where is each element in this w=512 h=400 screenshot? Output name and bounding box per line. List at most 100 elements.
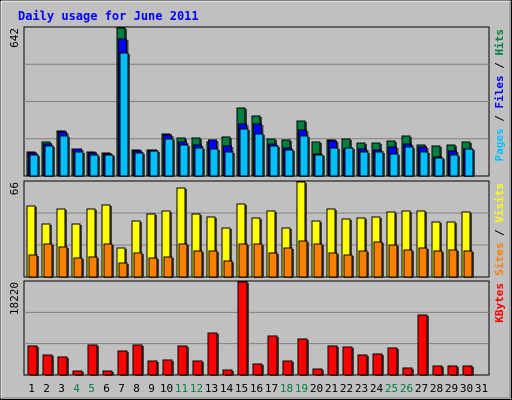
bar-pages-day-12 xyxy=(194,147,205,177)
bar-kbytes-day-2-fill xyxy=(42,354,53,376)
bar-pages-day-27-fill xyxy=(419,151,429,177)
bar-pages-day-24 xyxy=(374,151,385,177)
bar-sites-day-16 xyxy=(253,243,264,278)
bar-kbytes-day-27-fill xyxy=(417,314,428,376)
bar-pages-day-17-fill xyxy=(269,145,279,177)
bar-pages-day-10-fill xyxy=(164,138,174,177)
panel-visits-max-label: 66 xyxy=(8,182,21,195)
bar-kbytes-day-30-fill xyxy=(462,365,473,376)
x-tick-label-day-17: 17 xyxy=(265,382,278,395)
bar-sites-day-24 xyxy=(373,241,384,278)
bar-pages-day-30-fill xyxy=(464,148,474,177)
bar-sites-day-14 xyxy=(223,260,234,278)
x-tick-label-day-27: 27 xyxy=(415,382,428,395)
bar-sites-day-14-fill xyxy=(223,260,233,278)
chart-panels: 642 Pages / Files / Hits 66 Sites / Visits 1… xyxy=(8,26,506,376)
x-tick-label-day-11: 11 xyxy=(175,382,188,395)
bar-sites-day-2 xyxy=(43,243,54,278)
bar-pages-day-7 xyxy=(119,52,130,177)
x-tick-label-day-28: 28 xyxy=(430,382,443,395)
bar-sites-day-13 xyxy=(208,250,219,278)
bar-sites-day-9-fill xyxy=(148,257,158,278)
bar-sites-day-18-fill xyxy=(283,247,293,278)
bar-pages-day-24-fill xyxy=(374,151,384,177)
bar-pages-day-18-fill xyxy=(284,149,294,177)
panel-kbytes-max-label: 18220 xyxy=(8,282,21,315)
bar-sites-day-17-fill xyxy=(268,252,278,278)
bar-pages-day-16 xyxy=(254,133,265,177)
panel-visits: 66 Sites / Visits xyxy=(8,180,506,278)
bar-pages-day-6-fill xyxy=(104,154,114,177)
bar-sites-day-12-fill xyxy=(193,250,203,278)
bar-kbytes-day-18 xyxy=(282,360,294,376)
bar-kbytes-day-5 xyxy=(87,344,99,376)
bar-pages-day-5-fill xyxy=(89,154,99,177)
bar-sites-day-6-fill xyxy=(103,243,113,278)
bar-kbytes-day-23-fill xyxy=(357,354,368,376)
bar-pages-day-4 xyxy=(74,151,85,177)
bar-kbytes-day-22-fill xyxy=(342,346,353,376)
x-tick-label-day-25: 25 xyxy=(385,382,398,395)
bar-sites-day-5-fill xyxy=(88,256,98,278)
panel-hits-axis-label: Pages / Files / Hits xyxy=(493,29,506,162)
bar-pages-day-29 xyxy=(449,154,460,177)
bar-sites-day-2-fill xyxy=(43,243,53,278)
bar-sites-day-1-fill xyxy=(28,254,38,278)
bar-sites-day-15 xyxy=(238,243,249,278)
bar-kbytes-day-17-fill xyxy=(267,335,278,376)
legend-visits: Visits xyxy=(493,183,506,223)
bar-pages-day-18 xyxy=(284,149,295,177)
bar-pages-day-22 xyxy=(344,147,355,177)
bar-kbytes-day-24 xyxy=(372,353,384,376)
bar-pages-day-19-fill xyxy=(299,135,309,177)
bar-kbytes-day-21-fill xyxy=(327,345,338,376)
bar-sites-day-11-fill xyxy=(178,243,188,278)
bar-kbytes-day-27 xyxy=(417,314,429,376)
bar-kbytes-day-21 xyxy=(327,345,339,376)
bar-sites-day-10 xyxy=(163,256,174,278)
x-tick-label-day-30: 30 xyxy=(460,382,473,395)
x-tick-label-day-19: 19 xyxy=(295,382,308,395)
x-tick-label-day-15: 15 xyxy=(235,382,248,395)
bar-kbytes-day-8-fill xyxy=(132,344,143,376)
legend-pages: Pages xyxy=(493,128,506,161)
bar-pages-day-20 xyxy=(314,154,325,177)
bar-sites-day-16-fill xyxy=(253,243,263,278)
x-tick-label-day-5: 5 xyxy=(88,382,95,395)
bar-sites-day-22 xyxy=(343,254,354,278)
panel-kbytes-axis-label: KBytes xyxy=(493,283,506,323)
bar-sites-day-11 xyxy=(178,243,189,278)
bar-pages-day-26-fill xyxy=(404,146,414,177)
bar-kbytes-day-13-fill xyxy=(207,332,218,376)
bar-kbytes-day-17 xyxy=(267,335,279,376)
bar-kbytes-day-30 xyxy=(462,365,474,376)
bar-sites-day-10-fill xyxy=(163,256,173,278)
bar-sites-day-25-fill xyxy=(388,244,398,278)
bar-sites-day-24-fill xyxy=(373,241,383,278)
bar-pages-day-30 xyxy=(464,148,475,177)
panel-visits-axis-label: Sites / Visits xyxy=(493,183,506,276)
bar-pages-day-28-fill xyxy=(434,157,444,177)
bar-kbytes-day-28 xyxy=(432,365,444,376)
bar-pages-day-9 xyxy=(149,150,160,177)
bar-pages-day-11-fill xyxy=(179,144,189,177)
bar-pages-day-6 xyxy=(104,154,115,177)
bar-kbytes-day-18-fill xyxy=(282,360,293,376)
bar-kbytes-day-3-fill xyxy=(57,356,68,376)
bar-sites-day-29 xyxy=(448,249,459,278)
bar-kbytes-day-20 xyxy=(312,368,324,376)
bar-pages-day-4-fill xyxy=(74,151,84,177)
panel-hits-legend: Pages / Files / Hits xyxy=(493,29,506,162)
bar-pages-day-23-fill xyxy=(359,151,369,177)
bar-pages-day-13 xyxy=(209,148,220,177)
bar-kbytes-day-8 xyxy=(132,344,144,376)
bar-kbytes-day-10 xyxy=(162,359,174,376)
bar-sites-day-1 xyxy=(28,254,39,278)
bar-kbytes-day-25-fill xyxy=(387,347,398,376)
bar-kbytes-day-14 xyxy=(222,369,234,376)
x-tick-label-day-22: 22 xyxy=(340,382,353,395)
bar-sites-day-19 xyxy=(298,240,309,278)
bar-pages-day-27 xyxy=(419,151,430,177)
bar-pages-day-10 xyxy=(164,138,175,177)
